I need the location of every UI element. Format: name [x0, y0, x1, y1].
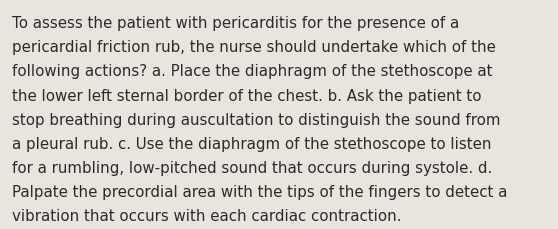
Text: following actions? a. Place the diaphragm of the stethoscope at: following actions? a. Place the diaphrag… — [12, 64, 493, 79]
Text: To assess the patient with pericarditis for the presence of a: To assess the patient with pericarditis … — [12, 16, 460, 31]
Text: for a rumbling, low-pitched sound that occurs during systole. d.: for a rumbling, low-pitched sound that o… — [12, 160, 493, 175]
Text: pericardial friction rub, the nurse should undertake which of the: pericardial friction rub, the nurse shou… — [12, 40, 496, 55]
Text: a pleural rub. c. Use the diaphragm of the stethoscope to listen: a pleural rub. c. Use the diaphragm of t… — [12, 136, 492, 151]
Text: the lower left sternal border of the chest. b. Ask the patient to: the lower left sternal border of the che… — [12, 88, 482, 103]
Text: stop breathing during auscultation to distinguish the sound from: stop breathing during auscultation to di… — [12, 112, 501, 127]
Text: Palpate the precordial area with the tips of the fingers to detect a: Palpate the precordial area with the tip… — [12, 184, 508, 199]
Text: vibration that occurs with each cardiac contraction.: vibration that occurs with each cardiac … — [12, 208, 402, 223]
